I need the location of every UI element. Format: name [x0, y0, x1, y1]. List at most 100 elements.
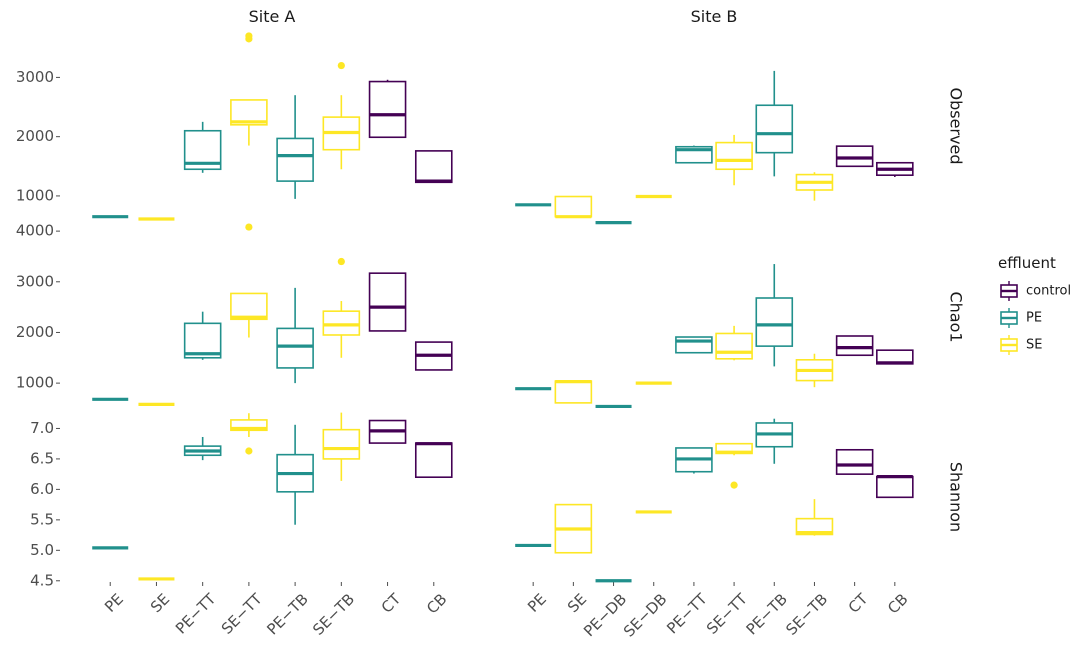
x-tick-label-site-a-se-tt: SE−TT [218, 589, 266, 637]
box-shannon-site-b-ct-iqr [835, 448, 874, 475]
x-tick-label-site-b-se-tt: SE−TT [703, 589, 751, 637]
panel-observed-site-a [92, 32, 453, 221]
box-chao1-site-a-se-tb [322, 257, 361, 358]
box-observed-site-b-cb [876, 161, 914, 177]
x-tick-label-site-b-se: SE [564, 590, 590, 616]
facet-strip-observed: Observed [947, 88, 966, 165]
x-tick-label-site-a-se: SE [147, 590, 173, 616]
box-observed-site-b-pe-tt [675, 145, 713, 164]
box-chao1-site-a-pe-tt-iqr [183, 322, 222, 359]
box-chao1-site-b-ct-iqr [835, 335, 874, 357]
box-observed-site-b-se-tt-iqr [715, 141, 753, 171]
legend-key-control [1000, 281, 1018, 301]
box-observed-site-a-cb-iqr [414, 150, 453, 184]
x-tick-label-site-a-cb: CB [423, 590, 450, 617]
legend: effluent control PE SE [998, 254, 1071, 355]
y-tick-label-observed-0: 1000 [16, 186, 54, 204]
box-shannon-site-a-se-tb [322, 412, 361, 481]
y-tick-label-chao1-2: 3000 [16, 272, 54, 290]
box-shannon-site-b-se-tt [715, 442, 753, 489]
y-tick-label-chao1-1: 2000 [16, 323, 54, 341]
box-observed-site-a-se-tb [322, 61, 361, 170]
box-chao1-site-a-se-tb-iqr [322, 310, 361, 336]
facet-title-site-b: Site B [691, 7, 738, 26]
box-observed-site-b-pe-tt-iqr [675, 145, 713, 164]
box-shannon-site-b-pe-tt [675, 447, 713, 474]
box-chao1-site-b-se-tt-iqr [715, 332, 753, 360]
facet-strip-chao1: Chao1 [947, 291, 966, 342]
box-shannon-site-a-pe-tb [276, 424, 314, 525]
y-tick-label-chao1-0: 1000 [16, 374, 54, 392]
y-tick-label-observed-2: 3000 [16, 68, 54, 86]
box-shannon-site-b-cb-iqr [876, 475, 914, 499]
x-tick-label-site-a-pe-tb: PE−TB [263, 590, 311, 638]
box-shannon-site-a-se-tt-outlier-0 [245, 447, 253, 455]
box-observed-site-b-pe-tb [755, 70, 794, 177]
y-tick-label-observed-1: 2000 [16, 127, 54, 145]
panel-chao1-site-b [515, 264, 914, 409]
legend-key-pe [1000, 308, 1018, 328]
box-observed-site-a-pe-tb [276, 95, 314, 199]
box-observed-site-b-ct-iqr [835, 145, 874, 168]
x-tick-label-site-b-pe-tb: PE−TB [743, 590, 791, 638]
box-observed-site-b-se-iqr [554, 195, 593, 218]
y-tick-label-shannon-3: 6.0 [30, 480, 54, 498]
box-observed-site-b-se-tb [795, 172, 834, 201]
box-shannon-site-a-ct [368, 419, 407, 444]
box-observed-site-b-se [554, 195, 593, 219]
panel-shannon-site-a [92, 412, 453, 581]
box-chao1-site-b-cb [876, 349, 914, 365]
box-shannon-site-a-se-tb-iqr [322, 428, 361, 460]
x-tick-label-site-a-se-tb: SE−TB [309, 590, 358, 639]
x-tick-label-site-a-pe: PE [101, 590, 127, 616]
x-tick-label-site-b-se-db: SE−DB [620, 590, 671, 641]
panel-chao1-site-a [92, 223, 453, 406]
legend-label-control: control [1026, 284, 1071, 299]
box-chao1-site-a-pe-tt [183, 311, 222, 360]
x-tick-label-site-b-se-tb: SE−TB [782, 590, 831, 639]
box-chao1-site-b-ct [835, 335, 874, 357]
box-shannon-site-b-se-tb [795, 499, 834, 536]
box-chao1-site-a-pe-tb [276, 287, 314, 384]
box-shannon-site-b-se-tt-outlier-0 [730, 481, 738, 489]
box-chao1-site-b-pe-tb [755, 264, 794, 367]
box-shannon-site-a-cb-iqr [414, 442, 453, 478]
box-shannon-site-a-cb [414, 442, 453, 478]
panel-observed-site-b [515, 70, 914, 225]
facet-title-site-a: Site A [249, 7, 296, 26]
box-chao1-site-b-se-iqr [554, 380, 593, 404]
box-chao1-site-b-pe-tt-iqr [675, 336, 713, 354]
box-shannon-site-b-ct [835, 448, 874, 475]
legend-label-pe: PE [1026, 311, 1042, 326]
box-chao1-site-b-pe-tt [675, 336, 713, 354]
box-chao1-site-a-ct-iqr [368, 272, 407, 332]
box-shannon-site-a-se-tt [230, 413, 268, 455]
legend-key-se [1000, 335, 1018, 355]
box-observed-site-b-ct [835, 145, 874, 168]
box-observed-site-a-se-tt-outlier-1 [245, 32, 253, 40]
box-chao1-site-a-cb [414, 341, 453, 371]
panel-shannon-site-b [515, 418, 914, 583]
box-chao1-site-b-pe-tb-iqr [755, 297, 794, 347]
box-chao1-site-a-se-tb-outlier-0 [337, 257, 345, 266]
y-tick-label-chao1-3: 4000 [16, 222, 54, 240]
y-tick-label-shannon-5: 7.0 [30, 419, 54, 437]
box-shannon-site-b-se-tb-iqr [795, 517, 834, 536]
box-chao1-site-b-se-tt [715, 325, 753, 361]
box-observed-site-a-ct [368, 79, 407, 139]
box-shannon-site-a-pe-tt [183, 436, 222, 461]
legend-title: effluent [998, 254, 1056, 272]
legend-label-se: SE [1026, 338, 1042, 353]
box-shannon-site-a-se-tt-iqr [230, 419, 268, 432]
box-chao1-site-b-se-tb [795, 353, 834, 388]
facet-strip-shannon: Shannon [947, 462, 966, 532]
box-shannon-site-b-se [554, 503, 593, 554]
x-tick-label-site-b-pe-tt: PE−TT [663, 589, 711, 637]
box-chao1-site-a-se-tt-outlier-0 [245, 223, 253, 231]
box-observed-site-a-ct-iqr [368, 80, 407, 139]
box-chao1-site-a-ct [368, 272, 407, 332]
box-observed-site-a-se-tt-iqr [230, 99, 268, 126]
x-tick-label-site-b-cb: CB [884, 590, 911, 617]
box-observed-site-a-cb [414, 150, 453, 184]
